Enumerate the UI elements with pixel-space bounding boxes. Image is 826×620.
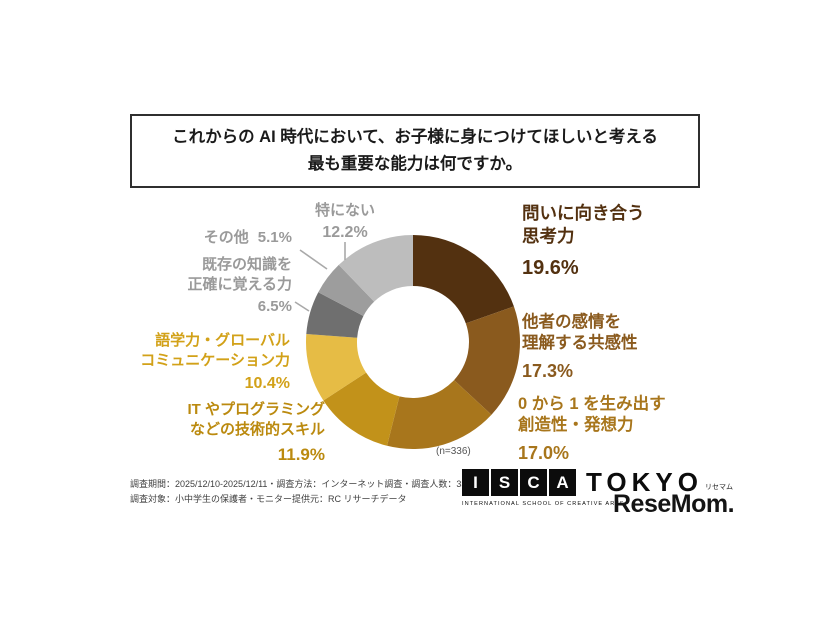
isca-caption: INTERNATIONAL SCHOOL OF CREATIVE ARTS [462,501,625,507]
survey-question-line2: 最も重要な能力は何ですか。 [307,155,523,173]
label-percent: 5.1% [257,229,292,246]
label-percent: 19.6% [522,256,579,279]
isca-letter: I [462,469,489,496]
isca-letter: C [520,469,547,496]
isca-tokyo-wordmark: TOKYO [586,467,703,497]
resemom-kana: リセマム [705,484,733,491]
donut-segment-6 [318,264,375,316]
label-creativity: 0 から 1 を生み出す 創造性・発想力 17.0% [518,394,713,465]
label-it-skill: IT やプログラミング などの技術的スキル 11.9% [165,400,326,466]
label-memorization: 既存の知識を 正確に覚える力 6.5% [152,255,292,317]
donut-segment-0 [413,235,514,324]
leader-line-memorization [294,301,310,312]
label-thinking-skill: 問いに向き合う 思考力 19.6% [522,202,707,281]
label-line: 0 から 1 を生み出す [518,395,666,413]
label-line: 理解する共感性 [522,334,638,353]
survey-notes: 調査期間：2025/12/10-2025/12/11・調査方法：インターネット調… [130,477,483,508]
resemom-logo: リセマム ReseMom. [613,484,735,518]
label-line: IT やプログラミング [187,401,326,418]
label-other: その他 5.1% [170,228,292,248]
donut-chart-svg [294,235,521,449]
label-empathy: 他者の感情を 理解する共感性 17.3% [522,312,707,383]
donut-segment-1 [454,306,521,415]
survey-question-line1: これからの AI 時代において、お子様に身につけてほしいと考える [172,127,658,146]
label-percent: 17.0% [518,442,570,463]
donut-segment-3 [323,372,400,446]
label-percent: 12.2% [322,223,368,241]
label-line: 創造性・発想力 [518,416,634,435]
isca-letter: A [549,469,576,496]
donut-segment-7 [338,235,413,302]
label-line: その他 [203,229,249,246]
survey-note-line2: 調査対象：小中学生の保護者・モニター提供元：RC リサーチデータ [130,494,407,505]
label-line: などの技術的スキル [189,420,325,438]
isca-letter: S [491,469,518,496]
label-line: 特にない [314,202,375,219]
donut-segment-5 [306,292,364,338]
label-percent: 10.4% [244,375,290,392]
label-percent: 11.9% [277,445,325,464]
isca-letter-squares: I S C A [462,469,576,496]
label-line: 他者の感情を [522,313,621,331]
label-line: コミュニケーション力 [140,351,290,369]
label-line: 語学力・グローバル [155,332,290,349]
survey-question-box: これからの AI 時代において、お子様に身につけてほしいと考える 最も重要な能力… [130,114,700,188]
label-percent: 17.3% [522,360,574,381]
leader-line-other [299,249,328,270]
sample-size-label: (n=336) [436,446,471,457]
donut-chart [243,172,583,512]
resemom-wordmark: ReseMom. [613,490,735,518]
donut-segment-2 [387,380,492,449]
donut-segment-4 [305,333,367,401]
isca-tokyo-logo: I S C A TOKYO INTERNATIONAL SCHOOL OF CR… [462,467,703,507]
label-language-skill: 語学力・グローバル コミュニケーション力 10.4% [130,331,290,395]
label-line: 既存の知識を [201,256,292,273]
label-line: 思考力 [522,225,575,246]
label-none: 特にない 12.2% [285,201,405,243]
label-percent: 6.5% [257,298,292,315]
label-line: 正確に覚える力 [187,275,292,293]
survey-note-line1: 調査期間：2025/12/10-2025/12/11・調査方法：インターネット調… [130,479,483,489]
label-line: 問いに向き合う [522,203,645,223]
